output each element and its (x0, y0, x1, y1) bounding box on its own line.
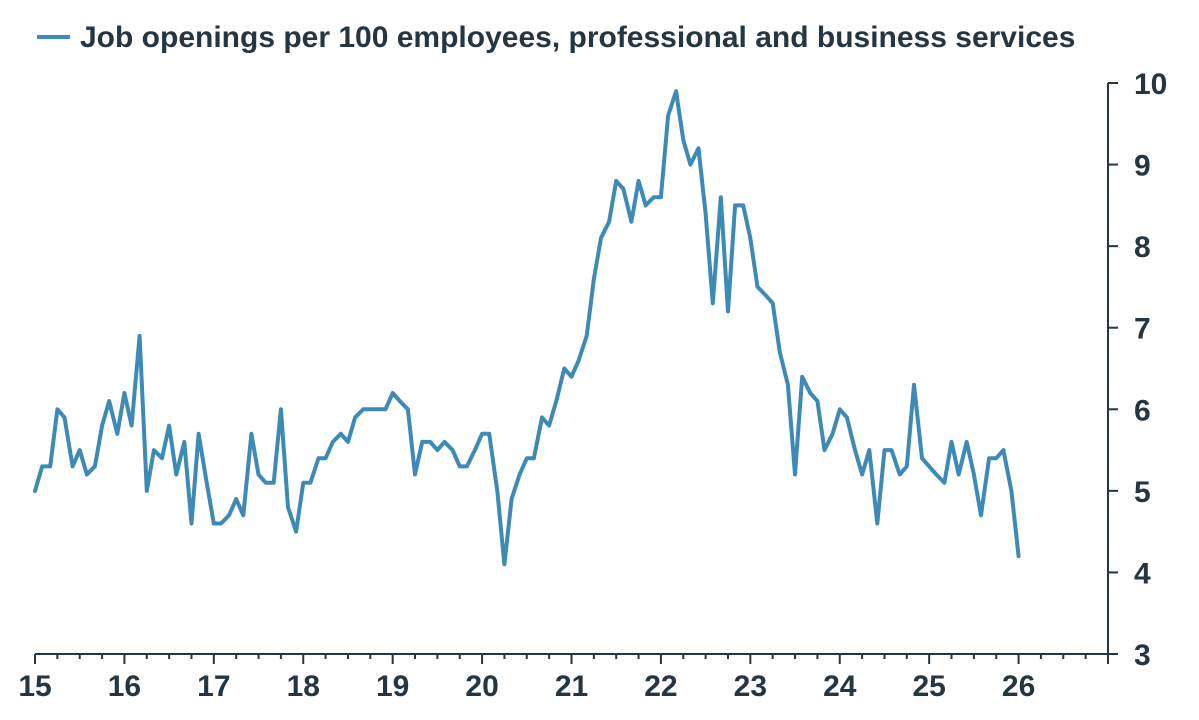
x-tick-label: 24 (823, 670, 857, 703)
x-tick-label: 15 (18, 670, 51, 703)
y-tick-label: 9 (1134, 150, 1151, 183)
y-tick-label: 8 (1134, 231, 1151, 264)
y-tick-label: 3 (1134, 639, 1151, 672)
y-tick-label: 7 (1134, 313, 1151, 346)
axes: 15 16 17 18 19 20 21 22 23 24 25 26 3 4 5 6 7 8 9 10 (18, 68, 1167, 703)
series-line-0 (33, 89, 1021, 567)
x-tick-label: 16 (108, 670, 141, 703)
x-tick-label: 25 (912, 670, 945, 703)
y-tick-label: 6 (1134, 394, 1151, 427)
y-tick-label: 10 (1134, 68, 1167, 101)
x-tick-label: 21 (555, 670, 588, 703)
x-tick-label: 20 (465, 670, 498, 703)
legend-label: Job openings per 100 employees, professi… (80, 21, 1075, 54)
x-tick-label: 18 (287, 670, 320, 703)
x-tick-label: 22 (644, 670, 677, 703)
series-layer (33, 89, 1021, 567)
x-tick-label: 26 (1002, 670, 1035, 703)
x-tick-label: 23 (734, 670, 767, 703)
y-tick-label: 5 (1134, 476, 1151, 509)
x-tick-label: 19 (376, 670, 409, 703)
legend: Job openings per 100 employees, professi… (37, 21, 1075, 54)
x-tick-label: 17 (197, 670, 230, 703)
y-tick-label: 4 (1134, 557, 1151, 590)
